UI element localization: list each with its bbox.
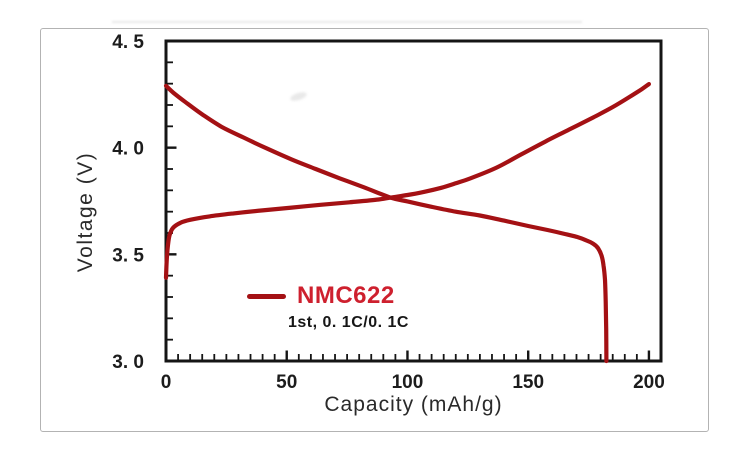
x-tick-label: 0 [161,372,172,393]
figure-frame [40,28,709,432]
x-axis-title: Capacity (mAh/g) [324,393,503,416]
x-tick-label: 100 [392,372,424,393]
y-tick-label: 3. 0 [112,352,144,373]
plot-border [164,39,663,363]
y-tick-label: 4. 0 [112,139,144,160]
charge-curve [163,82,651,280]
y-axis-title: Voltage (V) [74,151,97,273]
y-tick-label: 3. 5 [112,245,144,266]
frame-shadow-artifact [112,21,582,23]
legend: NMC622 1st, 0. 1C/0. 1C [247,282,409,332]
legend-condition-label: 1st, 0. 1C/0. 1C [288,314,409,331]
x-tick-label: 200 [633,372,665,393]
discharge-curve [163,83,609,364]
legend-row: NMC622 [247,282,409,310]
x-tick-label: 150 [512,372,544,393]
legend-series-label: NMC622 [297,282,395,309]
y-tick-label: 4. 5 [112,32,144,53]
x-tick-label: 50 [276,372,297,393]
legend-line-marker [247,293,286,299]
